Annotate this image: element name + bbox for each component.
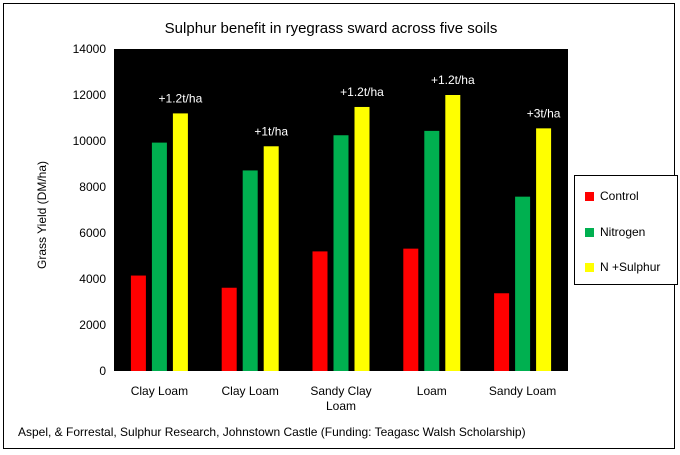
bar-control bbox=[494, 293, 510, 371]
legend-item-control: Control bbox=[585, 189, 639, 203]
x-tick-label: Sandy Loam bbox=[489, 384, 556, 398]
y-tick-label: 2000 bbox=[79, 318, 106, 332]
bar-n-sulphur bbox=[263, 146, 279, 371]
bar-nitrogen bbox=[424, 130, 440, 371]
bar-nitrogen bbox=[515, 196, 531, 371]
bar-control bbox=[221, 287, 237, 371]
x-tick-label: Sandy Clay Loam bbox=[310, 384, 371, 413]
chart-frame: Sulphur benefit in ryegrass sward across… bbox=[3, 3, 678, 449]
legend-label-nitrogen: Nitrogen bbox=[600, 225, 646, 239]
legend-item-nitrogen: Nitrogen bbox=[585, 225, 645, 239]
bar-n-sulphur bbox=[445, 95, 461, 371]
legend: Control Nitrogen N +Sulphur bbox=[574, 175, 678, 285]
bar-control bbox=[130, 275, 146, 371]
x-tick-label: Clay Loam bbox=[131, 384, 188, 398]
bar-annotations: +1.2t/ha +1t/ha +1.2t/ha +1.2t/ha +3t/ha bbox=[159, 73, 561, 138]
bar-control bbox=[403, 248, 419, 371]
bar-n-sulphur bbox=[172, 113, 188, 372]
bar-chart: Sulphur benefit in ryegrass sward across… bbox=[35, 20, 568, 413]
legend-item-n-sulphur: N +Sulphur bbox=[585, 260, 660, 274]
bar-nitrogen bbox=[242, 170, 258, 371]
annotation-label: +3t/ha bbox=[527, 106, 561, 120]
bar-n-sulphur bbox=[536, 128, 552, 371]
y-tick-label: 14000 bbox=[73, 42, 107, 56]
x-tick-label: Clay Loam bbox=[222, 384, 279, 398]
x-tick-label: Loam bbox=[417, 384, 447, 398]
bar-control bbox=[312, 251, 328, 371]
legend-swatch-nitrogen bbox=[585, 228, 594, 237]
y-tick-label: 8000 bbox=[79, 180, 106, 194]
y-axis: 0 2000 4000 6000 8000 10000 12000 14000 bbox=[73, 42, 107, 378]
y-tick-label: 4000 bbox=[79, 272, 106, 286]
annotation-label: +1.2t/ha bbox=[340, 85, 384, 99]
bars bbox=[130, 95, 552, 372]
legend-label-control: Control bbox=[600, 189, 639, 203]
y-axis-label: Grass Yield (DM/ha) bbox=[35, 161, 49, 269]
x-axis: Clay Loam Clay Loam Sandy Clay Loam Loam Sand… bbox=[131, 384, 557, 413]
annotation-label: +1.2t/ha bbox=[159, 91, 203, 105]
legend-swatch-n-sulphur bbox=[585, 263, 594, 272]
y-tick-label: 12000 bbox=[73, 88, 107, 102]
y-tick-label: 10000 bbox=[73, 134, 107, 148]
annotation-label: +1t/ha bbox=[254, 124, 288, 138]
legend-swatch-control bbox=[585, 192, 594, 201]
bar-nitrogen bbox=[151, 142, 167, 371]
annotation-label: +1.2t/ha bbox=[431, 73, 475, 87]
bar-n-sulphur bbox=[354, 106, 370, 372]
y-tick-label: 6000 bbox=[79, 226, 106, 240]
source-note: Aspel, & Forrestal, Sulphur Research, Jo… bbox=[18, 425, 526, 439]
chart-title: Sulphur benefit in ryegrass sward across… bbox=[165, 20, 498, 37]
legend-label-n-sulphur: N +Sulphur bbox=[600, 260, 661, 274]
bar-nitrogen bbox=[333, 135, 349, 371]
y-tick-label: 0 bbox=[99, 364, 106, 378]
